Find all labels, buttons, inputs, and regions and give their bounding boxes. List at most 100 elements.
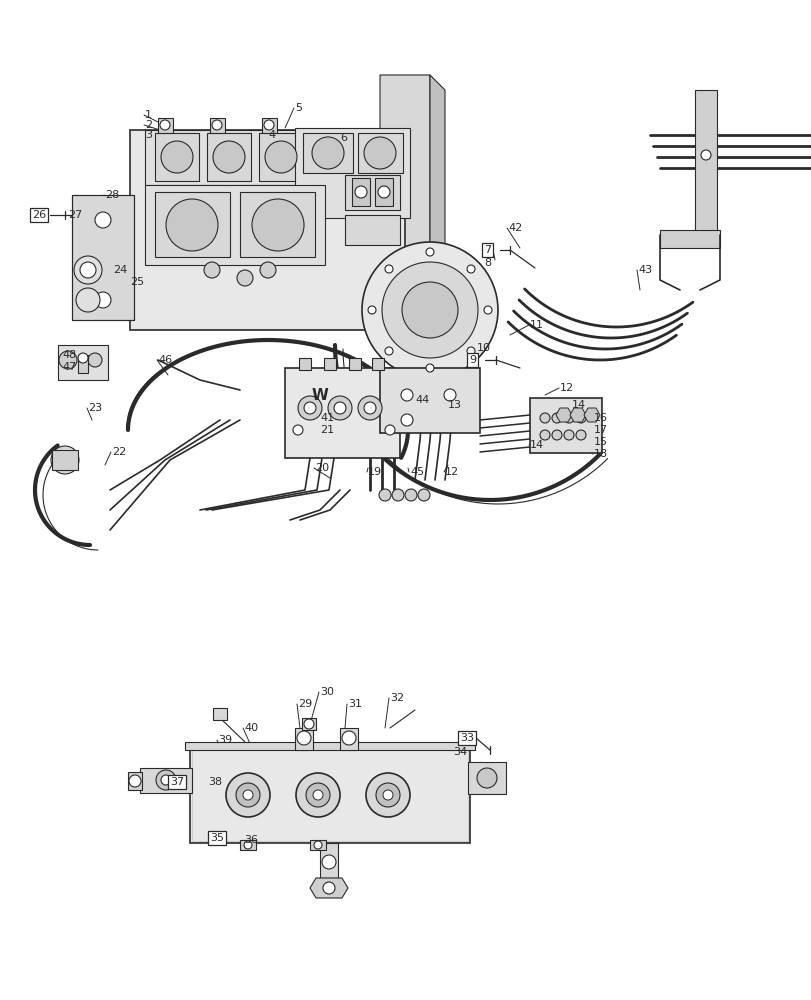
Text: 46: 46	[158, 355, 172, 365]
Circle shape	[74, 256, 102, 284]
Text: 9: 9	[469, 355, 475, 365]
Bar	[240, 192, 315, 257]
Bar	[130, 130, 405, 330]
Text: 44: 44	[414, 395, 429, 405]
Polygon shape	[310, 878, 348, 898]
Bar	[320, 843, 337, 878]
Text: 10: 10	[476, 343, 491, 353]
Circle shape	[161, 141, 193, 173]
Text: 3: 3	[145, 130, 152, 140]
Circle shape	[51, 446, 79, 474]
Circle shape	[243, 841, 251, 849]
Text: 22: 22	[112, 447, 126, 457]
Circle shape	[358, 396, 381, 420]
Text: 24: 24	[113, 265, 127, 275]
Polygon shape	[430, 75, 444, 320]
Circle shape	[363, 402, 375, 414]
Bar	[78, 355, 88, 373]
Text: 4: 4	[268, 130, 275, 140]
Circle shape	[378, 186, 389, 198]
Text: 19: 19	[367, 467, 382, 477]
Bar	[139, 768, 191, 793]
Circle shape	[539, 413, 549, 423]
Text: 5: 5	[294, 103, 302, 113]
Circle shape	[57, 452, 73, 468]
Bar	[240, 840, 255, 850]
Circle shape	[401, 282, 457, 338]
Text: 45: 45	[410, 467, 423, 477]
Text: 2: 2	[145, 120, 152, 130]
Bar	[324, 358, 336, 370]
Circle shape	[383, 790, 393, 800]
Circle shape	[575, 430, 586, 440]
Polygon shape	[556, 408, 571, 422]
Circle shape	[212, 120, 221, 130]
Circle shape	[476, 768, 496, 788]
Circle shape	[237, 270, 253, 286]
Bar	[294, 728, 312, 750]
Bar	[298, 358, 311, 370]
Circle shape	[363, 137, 396, 169]
Bar	[467, 762, 505, 794]
Text: 1: 1	[145, 110, 152, 120]
Circle shape	[483, 306, 491, 314]
Text: 34: 34	[453, 747, 466, 757]
Circle shape	[405, 489, 417, 501]
Circle shape	[401, 389, 413, 401]
Circle shape	[333, 402, 345, 414]
Circle shape	[80, 262, 96, 278]
Bar	[659, 230, 719, 248]
Circle shape	[303, 402, 315, 414]
Bar	[303, 133, 353, 173]
Bar	[207, 133, 251, 181]
Circle shape	[401, 414, 413, 426]
Circle shape	[444, 389, 456, 401]
Text: 43: 43	[637, 265, 651, 275]
Circle shape	[564, 413, 573, 423]
Text: 47: 47	[62, 362, 76, 372]
Circle shape	[362, 242, 497, 378]
Circle shape	[78, 353, 88, 363]
Polygon shape	[380, 75, 430, 320]
Circle shape	[212, 141, 245, 173]
Circle shape	[160, 120, 169, 130]
Text: W: W	[311, 387, 328, 402]
Bar	[128, 772, 142, 790]
Text: 36: 36	[243, 835, 258, 845]
Circle shape	[322, 855, 336, 869]
Circle shape	[165, 199, 217, 251]
Text: 17: 17	[594, 425, 607, 435]
Circle shape	[59, 351, 77, 369]
Text: 40: 40	[243, 723, 258, 733]
Bar	[375, 178, 393, 206]
Text: 18: 18	[594, 449, 607, 459]
Text: 29: 29	[298, 699, 312, 709]
Circle shape	[466, 265, 474, 273]
Text: 14: 14	[530, 440, 543, 450]
Circle shape	[76, 288, 100, 312]
Bar	[185, 742, 474, 750]
Circle shape	[551, 413, 561, 423]
Bar	[58, 345, 108, 380]
Circle shape	[564, 430, 573, 440]
Bar	[294, 128, 410, 218]
Text: 27: 27	[68, 210, 82, 220]
Text: 15: 15	[594, 437, 607, 447]
Text: 32: 32	[389, 693, 404, 703]
Text: 35: 35	[210, 833, 224, 843]
Text: 23: 23	[88, 403, 102, 413]
Circle shape	[381, 262, 478, 358]
Circle shape	[366, 773, 410, 817]
Bar	[210, 118, 225, 133]
Circle shape	[700, 150, 710, 160]
Circle shape	[426, 364, 433, 372]
Bar	[380, 368, 479, 433]
Circle shape	[354, 186, 367, 198]
Circle shape	[236, 783, 260, 807]
Circle shape	[314, 841, 322, 849]
Text: 48: 48	[62, 350, 76, 360]
Circle shape	[95, 292, 111, 308]
Bar	[349, 358, 361, 370]
Bar	[310, 840, 325, 850]
Bar	[72, 195, 134, 320]
